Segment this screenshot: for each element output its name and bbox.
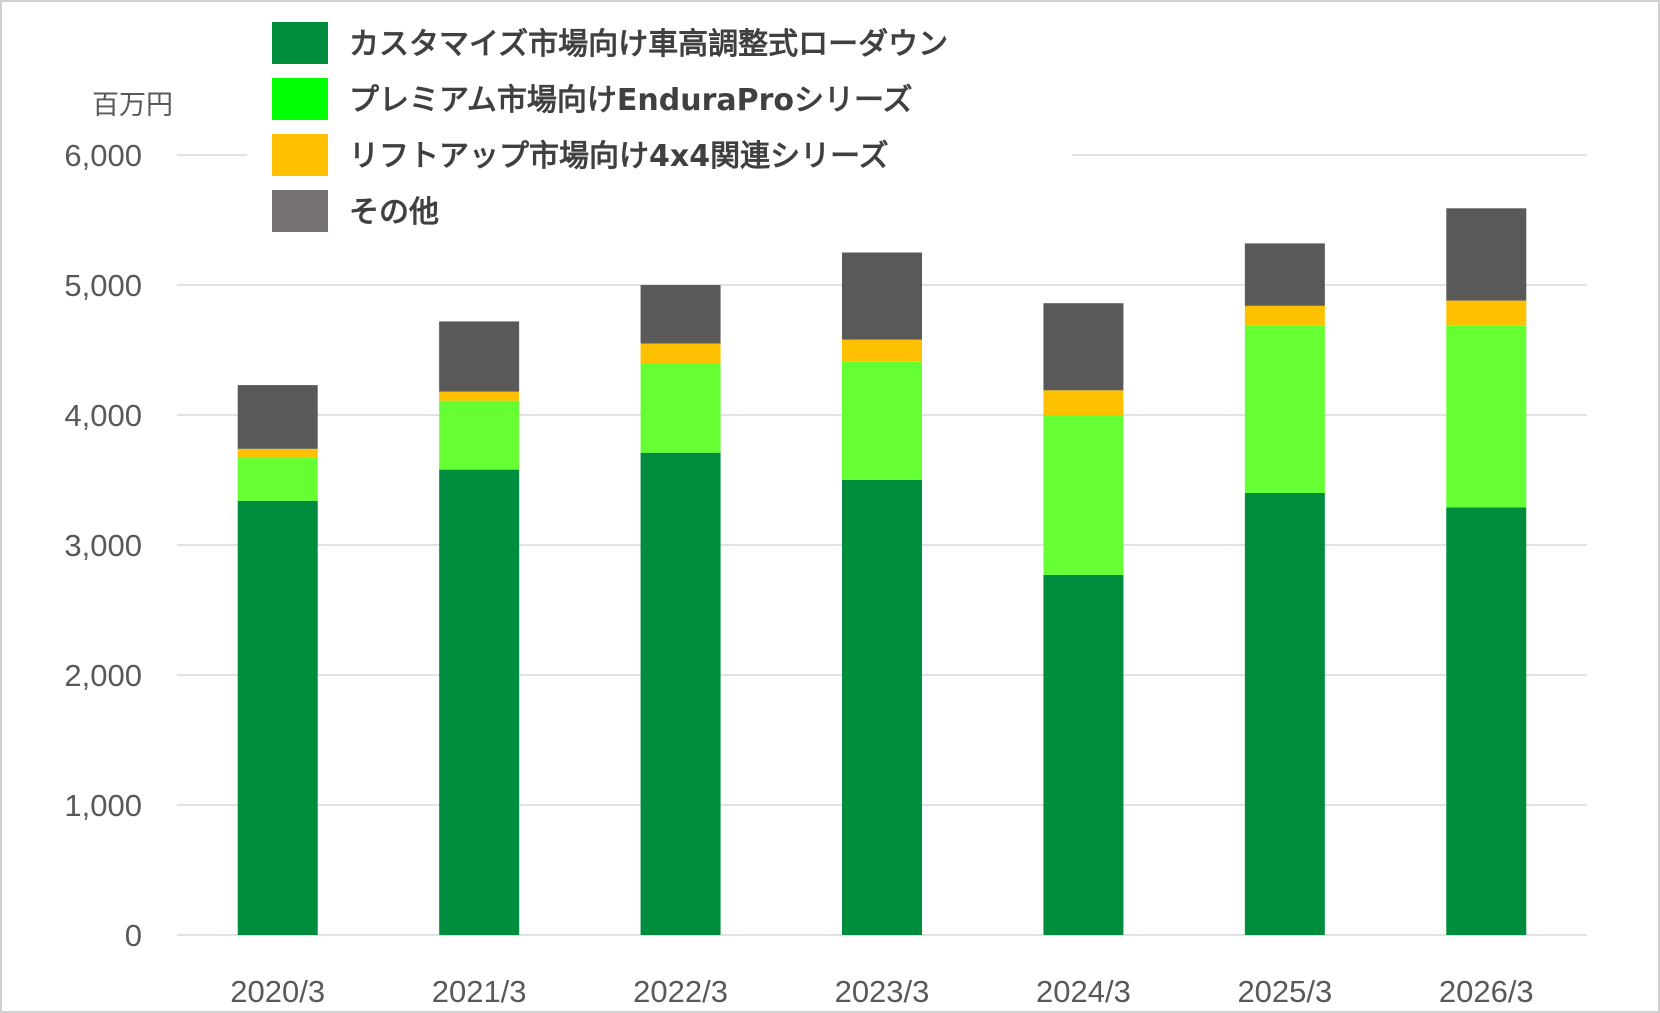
legend-swatch-series-1	[272, 22, 328, 64]
y-tick-label: 4,000	[64, 398, 142, 433]
bar-segment-series-3	[1244, 305, 1325, 326]
legend-label-series-2: プレミアム市場向けEnduraProシリーズ	[349, 83, 913, 118]
bar-segment-series-3	[842, 339, 922, 362]
x-tick-label: 2021/3	[432, 974, 527, 1009]
legend: カスタマイズ市場向け車高調整式ローダウンプレミアム市場向けEnduraProシリ…	[272, 22, 948, 232]
bar-segment-series-4	[1446, 208, 1527, 301]
legend-swatch-series-4	[272, 190, 328, 232]
legend-swatch-series-2	[272, 78, 328, 120]
y-tick-label: 3,000	[64, 528, 142, 563]
bar-segment-series-1	[237, 500, 318, 935]
bar-segment-series-2	[1446, 325, 1527, 508]
legend-swatch-series-3	[272, 134, 328, 176]
bar-segment-series-1	[842, 480, 922, 935]
bar-segment-series-2	[439, 400, 520, 470]
bar-segment-series-2	[1244, 325, 1325, 493]
bar-segment-series-2	[1043, 415, 1124, 575]
legend-label-series-1: カスタマイズ市場向け車高調整式ローダウン	[349, 27, 948, 62]
bar-segment-series-1	[1043, 574, 1124, 935]
bar-segment-series-4	[640, 285, 721, 344]
x-tick-label: 2025/3	[1237, 974, 1332, 1009]
bars	[237, 208, 1527, 935]
bar-segment-series-3	[1043, 390, 1124, 415]
y-tick-label: 0	[125, 918, 142, 953]
bar-segment-series-4	[439, 321, 520, 392]
bar-segment-series-1	[1446, 507, 1527, 935]
legend-label-series-3: リフトアップ市場向け4x4関連シリーズ	[349, 139, 889, 174]
x-tick-label: 2023/3	[835, 974, 930, 1009]
legend-label-series-4: その他	[349, 195, 439, 230]
bar-segment-series-4	[1244, 243, 1325, 306]
legend-background	[247, 14, 1072, 234]
bar-segment-series-3	[439, 391, 520, 401]
x-tick-label: 2026/3	[1439, 974, 1534, 1009]
bar-segment-series-3	[1446, 300, 1527, 326]
bar-segment-series-2	[640, 363, 721, 453]
y-tick-label: 6,000	[64, 138, 142, 173]
bar-segment-series-1	[439, 469, 520, 935]
x-tick-label: 2024/3	[1036, 974, 1131, 1009]
y-tick-label: 2,000	[64, 658, 142, 693]
axes: 0 1,000 2,000 3,000 4,000 5,000 6,000 2020/3 202…	[64, 138, 1533, 1009]
y-tick-label: 1,000	[64, 788, 142, 823]
bar-segment-series-2	[237, 457, 318, 501]
bar-segment-series-3	[237, 448, 318, 458]
bar-segment-series-1	[640, 452, 721, 935]
x-tick-label: 2022/3	[633, 974, 728, 1009]
bar-segment-series-3	[640, 343, 721, 363]
bar-segment-series-4	[1043, 303, 1124, 391]
bar-segment-series-4	[842, 252, 922, 340]
y-tick-label: 5,000	[64, 268, 142, 303]
x-tick-label: 2020/3	[230, 974, 325, 1009]
bar-segment-series-1	[1244, 493, 1325, 935]
bar-segment-series-4	[237, 385, 318, 449]
bar-segment-series-2	[842, 361, 922, 480]
y-unit-label: 百万円	[92, 90, 173, 121]
